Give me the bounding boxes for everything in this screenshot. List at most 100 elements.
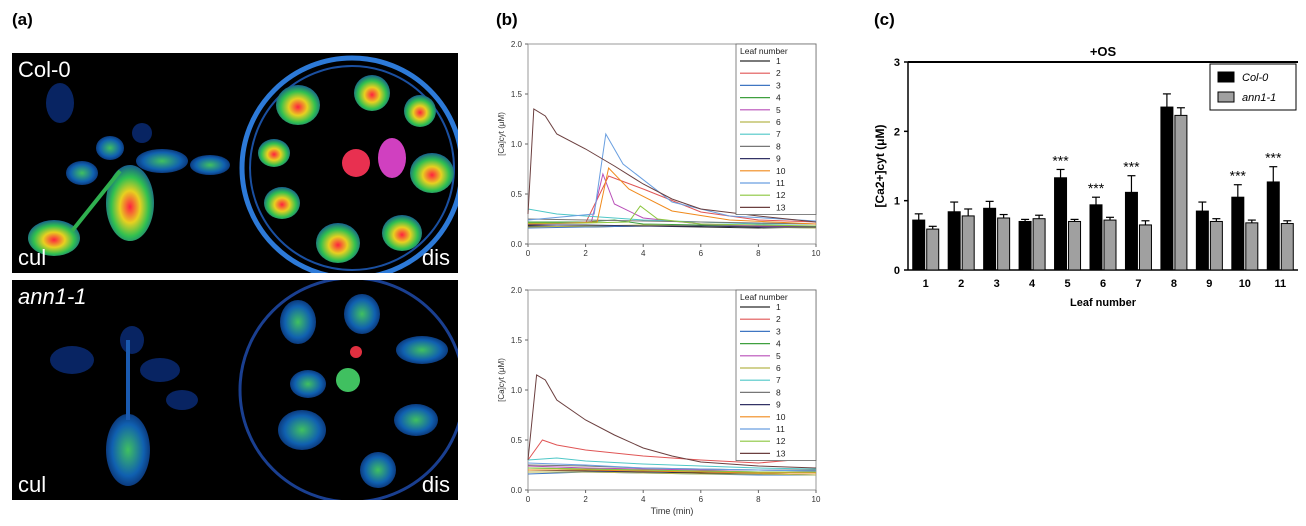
dis-label-top: dis bbox=[421, 245, 450, 270]
bar-Col-0-leaf-4 bbox=[1018, 220, 1032, 271]
bottom-legend-entry-2: 2 bbox=[776, 314, 781, 324]
bottom-series-10 bbox=[528, 469, 816, 474]
bar-y-tick-label: 2 bbox=[894, 126, 900, 138]
bar-Col-0-leaf-2 bbox=[947, 211, 961, 271]
significance-marker-leaf-7: *** bbox=[1123, 159, 1140, 175]
top-y-tick-label: 0.5 bbox=[511, 190, 523, 199]
bottom-x-axis-label: Time (min) bbox=[651, 506, 694, 516]
cul-plant-ann bbox=[50, 326, 198, 486]
bottom-x-tick-label: 2 bbox=[583, 495, 588, 504]
bottom-legend-entry-8: 8 bbox=[776, 387, 781, 397]
bar-y-tick-label: 3 bbox=[894, 57, 900, 69]
top-legend-entry-7: 7 bbox=[776, 129, 781, 139]
bottom-legend-entry-7: 7 bbox=[776, 375, 781, 385]
top-legend-entry-6: 6 bbox=[776, 117, 781, 127]
top-legend-entry-8: 8 bbox=[776, 141, 781, 151]
top-x-tick-label: 4 bbox=[641, 249, 646, 258]
bar-chart-calcium: +OS 0 1 2 3 1 2 3 4 5 *** 6 *** 7 *** 8 9 10 *** 11 *** Leaf … bbox=[873, 44, 1298, 309]
bar-x-tick-label: 4 bbox=[1029, 278, 1036, 290]
bottom-y-tick-label: 2.0 bbox=[511, 286, 523, 295]
bottom-series-13 bbox=[527, 374, 817, 469]
genotype-label-col0: Col-0 bbox=[18, 57, 71, 82]
top-series-9 bbox=[528, 224, 816, 228]
bar-legend-entry-ann1-1: ann1-1 bbox=[1242, 92, 1276, 104]
top-x-tick-label: 0 bbox=[526, 249, 531, 258]
top-y-tick-label: 1.5 bbox=[511, 90, 523, 99]
top-x-tick-label: 6 bbox=[699, 249, 704, 258]
bar-ann1-1-leaf-4 bbox=[1032, 218, 1046, 271]
bottom-series-7 bbox=[527, 457, 817, 470]
bottom-legend-entry-1: 1 bbox=[776, 302, 781, 312]
bottom-legend-entry-6: 6 bbox=[776, 363, 781, 373]
cul-label-bottom: cul bbox=[18, 472, 47, 497]
top-series-10 bbox=[527, 166, 817, 225]
bar-chart-title: +OS bbox=[1090, 44, 1117, 59]
bar-ann1-1-leaf-5 bbox=[1068, 220, 1082, 271]
significance-marker-leaf-10: *** bbox=[1230, 168, 1247, 184]
top-x-tick-label: 8 bbox=[756, 249, 761, 258]
dis-plant-ann bbox=[238, 280, 458, 500]
top-legend-entry-13: 13 bbox=[776, 202, 786, 212]
top-legend-title: Leaf number bbox=[740, 46, 788, 56]
bar-ann1-1-leaf-10 bbox=[1245, 222, 1259, 271]
top-legend-entry-4: 4 bbox=[776, 93, 781, 103]
bar-x-tick-label: 9 bbox=[1206, 278, 1212, 290]
bar-x-tick-label: 7 bbox=[1135, 278, 1141, 290]
bar-x-axis-label: Leaf number bbox=[1070, 297, 1137, 309]
bar-Col-0-leaf-10 bbox=[1231, 196, 1245, 271]
top-legend-entry-10: 10 bbox=[776, 166, 786, 176]
top-legend-entry-9: 9 bbox=[776, 154, 781, 164]
bottom-series-6 bbox=[528, 471, 817, 476]
col0-plants-graphic bbox=[28, 55, 458, 273]
bottom-legend-entry-11: 11 bbox=[776, 424, 785, 434]
line-chart-col0: 0.0 0.5 1.0 1.5 2.0 0 2 4 6 8 10 [Ca]cyt (μM) Leaf n… bbox=[497, 40, 821, 258]
panel-label-c: (c) bbox=[874, 10, 895, 29]
top-series-7 bbox=[527, 208, 816, 225]
bottom-legend-entry-4: 4 bbox=[776, 339, 781, 349]
bottom-x-tick-label: 0 bbox=[526, 495, 531, 504]
bar-ann1-1-leaf-9 bbox=[1209, 220, 1223, 271]
top-series-11 bbox=[527, 132, 817, 222]
dis-label-bottom: dis bbox=[421, 472, 450, 497]
bottom-series-12 bbox=[527, 467, 816, 473]
bottom-x-tick-label: 6 bbox=[699, 495, 704, 504]
fluorescence-image-col0: Col-0 cul dis bbox=[12, 53, 458, 273]
bar-x-tick-label: 6 bbox=[1100, 278, 1106, 290]
fluorescence-image-ann1-1: ann1-1 cul dis bbox=[12, 280, 458, 500]
top-series-12 bbox=[528, 205, 817, 227]
bar-Col-0-leaf-11 bbox=[1266, 181, 1280, 271]
top-legend-entry-5: 5 bbox=[776, 105, 781, 115]
bottom-legend-box bbox=[735, 289, 817, 462]
bar-y-axis-label: [Ca2+]cyt (μM) bbox=[873, 124, 887, 207]
bar-Col-0-leaf-7 bbox=[1124, 191, 1138, 271]
top-series-13 bbox=[527, 108, 817, 223]
bottom-y-tick-label: 0.0 bbox=[511, 486, 523, 495]
bottom-legend-entry-9: 9 bbox=[776, 400, 781, 410]
significance-marker-leaf-11: *** bbox=[1265, 150, 1282, 166]
bar-ann1-1-leaf-3 bbox=[997, 217, 1011, 271]
line-chart-ann1-1: 0.0 0.5 1.0 1.5 2.0 0 2 4 6 8 10 Time (min) [Ca]cyt … bbox=[497, 286, 821, 516]
top-y-tick-label: 1.0 bbox=[511, 140, 523, 149]
top-y-axis-label: [Ca]cyt (μM) bbox=[497, 112, 506, 156]
top-series-8 bbox=[527, 218, 817, 225]
bar-Col-0-leaf-9 bbox=[1195, 210, 1209, 271]
bottom-series-11 bbox=[527, 462, 817, 472]
bar-x-tick-label: 1 bbox=[923, 278, 929, 290]
significance-marker-leaf-5: *** bbox=[1052, 152, 1069, 168]
bar-y-tick-label: 0 bbox=[894, 265, 900, 277]
bar-Col-0-leaf-6 bbox=[1089, 204, 1103, 271]
bar-ann1-1-leaf-1 bbox=[926, 228, 940, 271]
top-legend-entry-3: 3 bbox=[776, 80, 781, 90]
bar-Col-0-leaf-8 bbox=[1160, 106, 1174, 271]
bottom-x-tick-label: 10 bbox=[812, 495, 821, 504]
top-legend-box bbox=[735, 43, 817, 216]
bottom-legend-entry-10: 10 bbox=[776, 412, 786, 422]
bottom-x-tick-label: 8 bbox=[756, 495, 761, 504]
bar-legend-swatch-ann1-1 bbox=[1217, 91, 1235, 103]
top-legend-entry-2: 2 bbox=[776, 68, 781, 78]
top-y-tick-label: 2.0 bbox=[511, 40, 523, 49]
bar-ann1-1-leaf-7 bbox=[1138, 224, 1152, 271]
panel-label-a: (a) bbox=[12, 10, 33, 29]
bar-x-tick-label: 11 bbox=[1274, 278, 1286, 290]
bar-ann1-1-leaf-6 bbox=[1103, 219, 1117, 271]
